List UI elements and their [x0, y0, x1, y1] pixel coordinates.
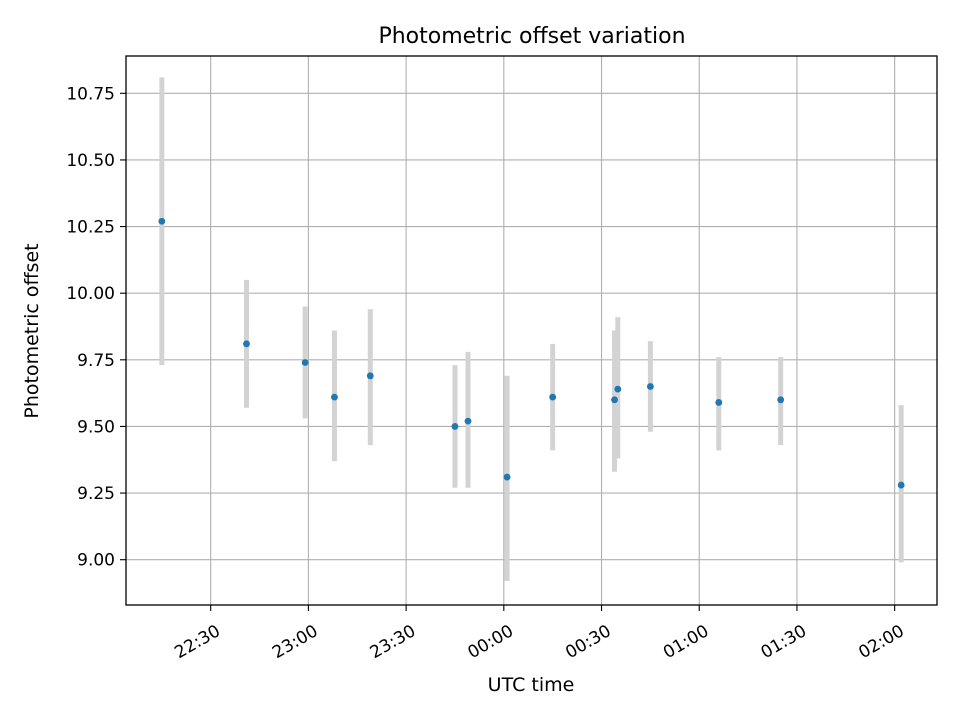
x-axis-label: UTC time	[488, 674, 575, 696]
x-tick-label: 01:30	[758, 621, 810, 663]
data-point	[301, 359, 309, 366]
error-bars	[159, 77, 904, 582]
data-point	[158, 217, 166, 225]
y-axis: 9.00 9.25 9.50 9.75 10.00 10.25 10.50 10.75	[66, 84, 126, 571]
x-tick-label: 02:00	[855, 621, 907, 663]
y-tick-label: 10.75	[66, 84, 115, 104]
x-tick-label: 00:00	[465, 621, 517, 663]
x-tick-label: 01:00	[660, 621, 712, 663]
data-point	[366, 372, 374, 380]
x-tick-label: 22:30	[171, 621, 223, 663]
data-point	[777, 396, 785, 404]
data-point	[331, 393, 338, 401]
data-point	[614, 385, 622, 393]
y-tick-label: 9.25	[77, 484, 115, 504]
data-point	[549, 393, 557, 401]
y-tick-label: 9.75	[77, 351, 115, 371]
data-point	[611, 396, 618, 404]
data-point	[464, 417, 472, 425]
plot-frame	[125, 55, 938, 606]
x-tick-label: 23:00	[269, 621, 321, 663]
data-point	[897, 481, 905, 489]
y-tick-label: 10.50	[66, 151, 115, 171]
data-point	[715, 399, 723, 406]
x-tick-label: 23:30	[367, 621, 419, 663]
y-tick-label: 10.25	[66, 218, 115, 238]
y-tick-label: 9.00	[77, 551, 115, 571]
chart-title: Photometric offset variation	[378, 24, 685, 49]
x-axis: 22:30 23:00 23:30 00:00 00:30 01:00 01:30 02:00	[171, 605, 908, 663]
y-axis-label: Photometric offset	[21, 243, 43, 418]
grid-lines	[126, 56, 937, 605]
x-tick-label: 00:30	[562, 621, 614, 663]
data-point	[451, 423, 459, 430]
data-point	[646, 383, 654, 390]
data-points	[158, 217, 905, 489]
y-tick-label: 10.00	[66, 284, 115, 304]
data-point	[503, 473, 511, 481]
y-tick-label: 9.50	[77, 417, 115, 437]
data-point	[243, 340, 250, 348]
